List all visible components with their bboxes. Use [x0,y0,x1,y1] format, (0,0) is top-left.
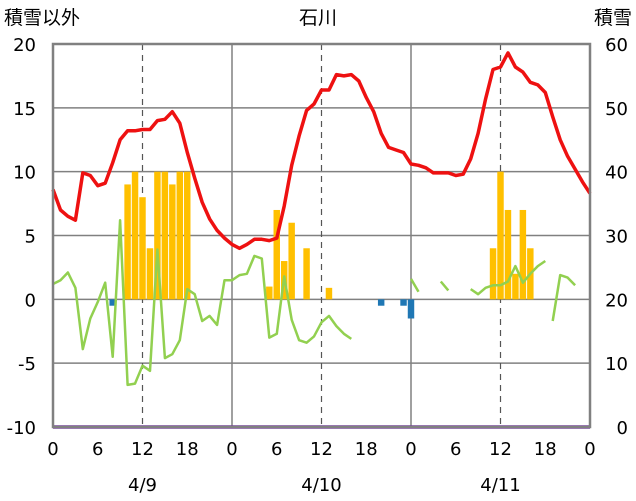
precipitation-bar [303,248,310,300]
precipitation-bar [497,171,504,300]
plot-border [51,42,592,429]
precipitation-bar [489,248,497,300]
x-tick-label: 18 [176,439,199,460]
right-tick-label: 30 [605,227,628,248]
x-tick-label: 12 [310,439,333,460]
x-tick-label: 18 [355,439,378,460]
right-tick-label: 10 [605,354,628,375]
precipitation-bar [273,209,280,300]
right-tick-label: 0 [617,418,628,439]
x-tick-label: 0 [47,439,58,460]
green-series-line [409,278,420,293]
precipitation-bar [325,287,333,300]
x-tick-label: 12 [131,439,154,460]
plot-frame [51,42,592,429]
precipitation-bar [161,171,169,300]
precipitation-bar [519,209,527,300]
x-tick-label: 6 [92,439,103,460]
precipitation-bar [109,299,116,306]
green-series-line [469,259,547,296]
green-series-line [439,280,450,292]
left-tick-label: 5 [25,227,36,248]
right-tick-label: 40 [605,163,628,184]
precipitation-bar [146,248,154,300]
green-series-line [52,218,353,387]
negative-bar [400,299,407,306]
green-series-line [551,273,576,322]
day-label: 4/11 [480,475,520,496]
precipitation-bar [169,184,176,300]
x-tick-label: 0 [405,439,416,460]
x-tick-label: 6 [450,439,461,460]
chart-title: 石川 [299,7,337,29]
precipitation-bar [184,171,191,300]
day-label: 4/9 [128,475,157,496]
left-tick-label: -5 [18,354,36,375]
precipitation-bar [266,286,273,300]
precipitation-bar [139,197,146,300]
right-tick-label: 50 [605,99,628,120]
left-tick-label: 10 [13,163,36,184]
x-tick-label: 0 [584,439,595,460]
left-tick-label: 15 [13,99,36,120]
negative-bar [407,299,415,319]
precipitation-bars [109,171,534,319]
precipitation-bar [154,171,161,300]
temperature-line [51,51,592,251]
precipitation-bar [124,184,131,300]
x-tick-label: 18 [534,439,557,460]
precipitation-bar [288,222,295,300]
precipitation-bar [176,171,184,300]
precipitation-bar [131,171,139,300]
left-tick-label: 20 [13,35,36,56]
right-tick-label: 20 [605,290,628,311]
left-axis-title: 積雪以外 [4,7,80,29]
x-tick-label: 12 [489,439,512,460]
negative-bar [377,299,385,306]
x-tick-label: 0 [226,439,237,460]
precipitation-bar [504,209,512,300]
x-tick-label: 6 [271,439,282,460]
right-axis-title: 積雪 [594,7,632,29]
right-tick-label: 60 [605,35,628,56]
day-label: 4/10 [301,475,341,496]
precipitation-bar [512,273,519,300]
left-tick-label: -10 [7,418,36,439]
left-tick-label: 0 [25,290,36,311]
